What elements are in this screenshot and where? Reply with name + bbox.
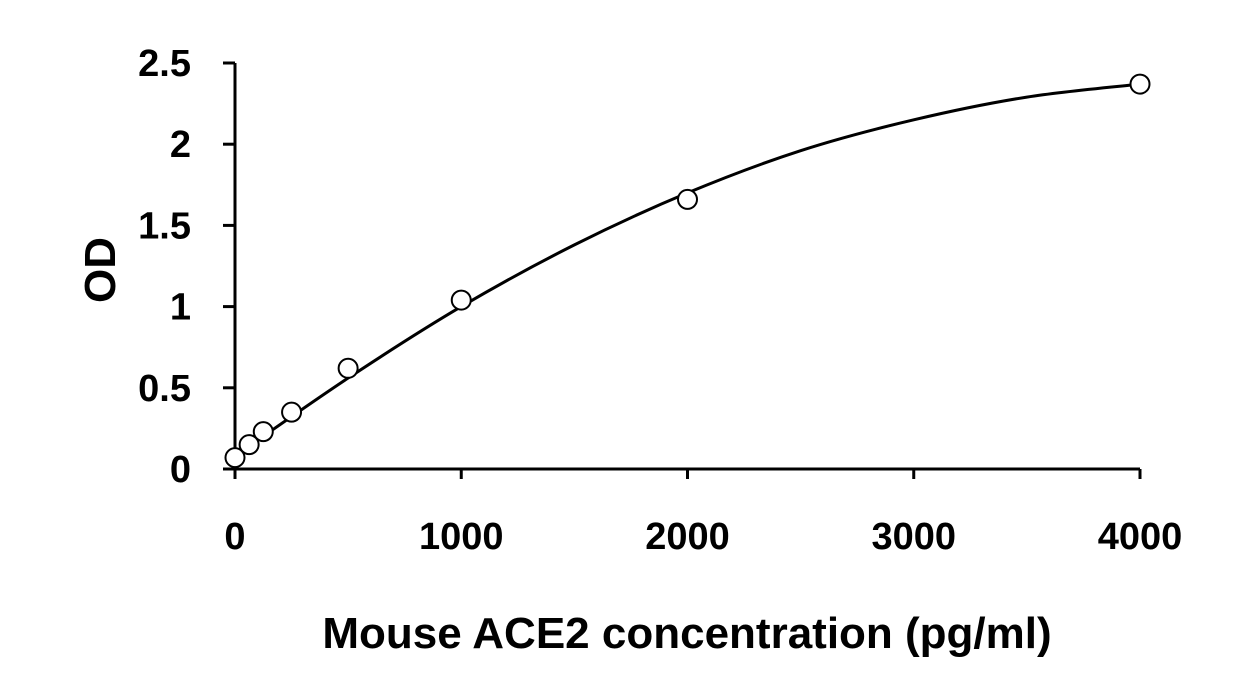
- data-point: [450, 289, 472, 311]
- fit-curve-layer: [234, 82, 1141, 458]
- x-axis-title: Mouse ACE2 concentration (pg/ml): [322, 609, 1051, 658]
- x-tick-label: 3000: [871, 516, 956, 558]
- y-tick-label: 0.5: [138, 368, 191, 410]
- data-point: [677, 188, 698, 210]
- y-tick-label: 1: [170, 287, 191, 329]
- data-point: [281, 401, 303, 423]
- y-tick-label: 2.5: [138, 43, 191, 85]
- y-tick-label: 2: [170, 124, 191, 166]
- y-axis-title: OD: [76, 237, 125, 303]
- data-point: [1129, 73, 1151, 95]
- x-tick-label: 2000: [645, 516, 730, 558]
- data-points-layer: [224, 73, 1151, 469]
- fit-curve: [234, 82, 1141, 458]
- x-tick-label: 0: [224, 516, 245, 558]
- y-tick-label: 1.5: [138, 205, 191, 247]
- data-point: [337, 357, 359, 379]
- x-tick-label: 1000: [419, 516, 504, 558]
- x-ticks: 0 1000 2000 3000 4000: [224, 469, 1182, 558]
- data-point: [238, 434, 260, 456]
- data-point: [252, 421, 274, 443]
- y-ticks: 0 0.5 1 1.5 2 2.5: [138, 43, 235, 491]
- x-tick-label: 4000: [1098, 516, 1183, 558]
- data-point: [224, 447, 246, 469]
- axes: [233, 63, 1140, 471]
- y-tick-label: 0: [170, 449, 191, 491]
